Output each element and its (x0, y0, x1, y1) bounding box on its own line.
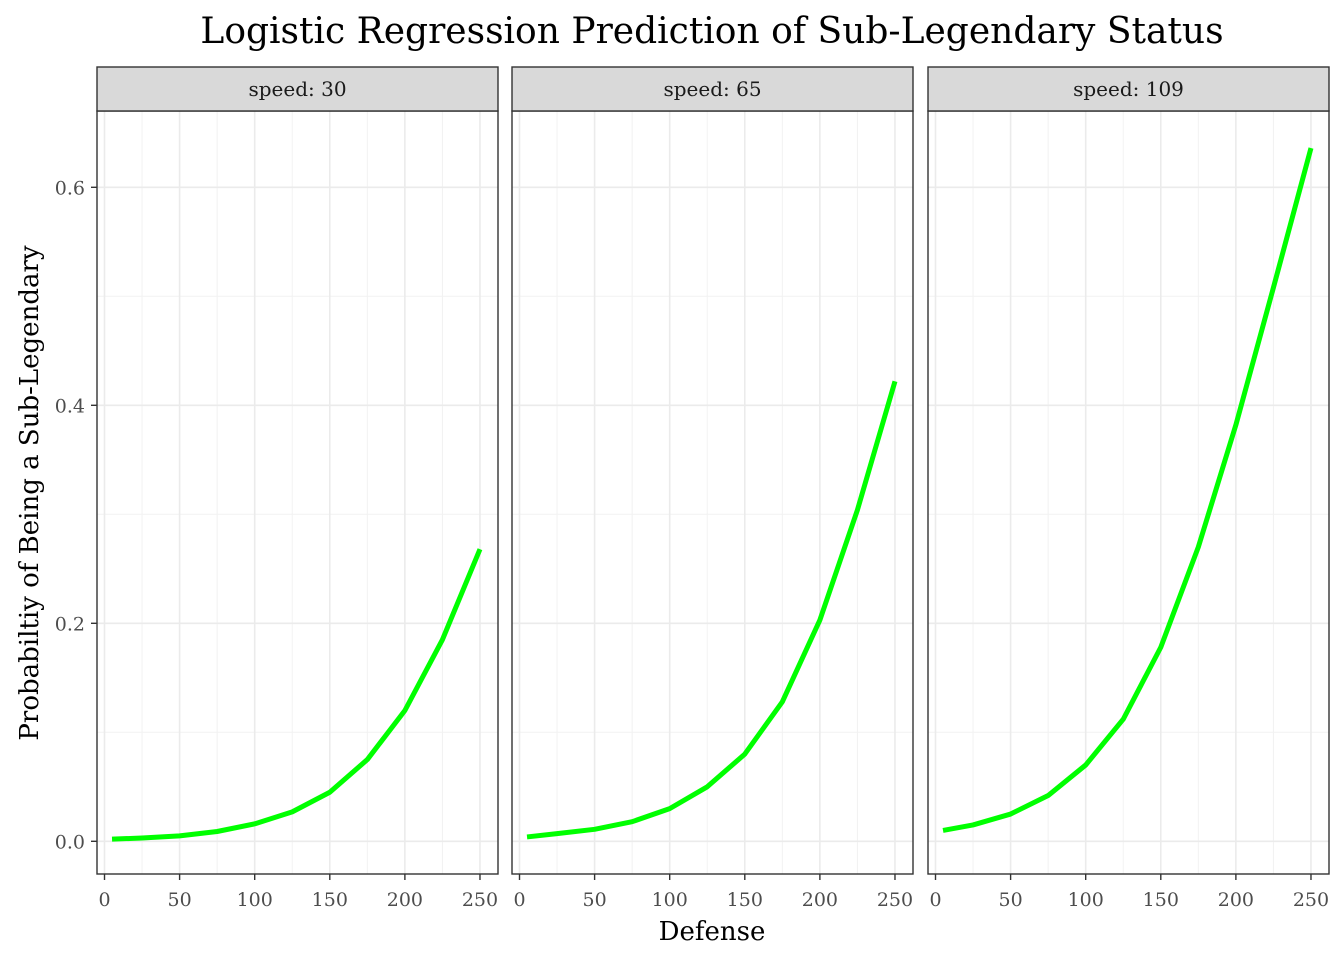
x-tick-label: 100 (1068, 889, 1104, 911)
x-tick-label: 100 (652, 889, 688, 911)
x-tick-label: 0 (98, 889, 110, 911)
x-axis-title: Defense (659, 917, 766, 947)
probability-line (526, 380, 898, 840)
x-tick-label: 200 (1218, 889, 1254, 911)
x-tick-label: 50 (168, 889, 192, 911)
facet-strip (511, 66, 914, 112)
y-axis-title: Probabiltiy of Being a Sub-Legendary (15, 245, 45, 740)
facet-strip-label: speed: 30 (248, 77, 346, 101)
facet-panel: speed: 30 0 50 100 150 200 250 (96, 66, 499, 911)
x-tick-label: 50 (583, 889, 607, 911)
facet-strip-label: speed: 65 (663, 77, 761, 101)
facet-panels: speed: 30 0 50 100 150 200 250 speed: 65 0 50 100 1… (55, 66, 1330, 911)
x-tick-label: 200 (802, 889, 838, 911)
x-tick-label: 200 (387, 889, 423, 911)
y-tick-label: 0.2 (55, 613, 85, 635)
facet-strip (96, 66, 499, 112)
facet-strip (927, 66, 1330, 112)
facet-strip-label: speed: 109 (1073, 77, 1184, 101)
panel-background (97, 111, 498, 874)
x-tick-label: 250 (462, 889, 498, 911)
x-tick-label: 0 (929, 889, 941, 911)
x-tick-label: 100 (237, 889, 273, 911)
x-tick-label: 250 (877, 889, 913, 911)
x-tick-label: 150 (312, 889, 348, 911)
panel-background (928, 111, 1329, 874)
x-tick-label: 150 (727, 889, 763, 911)
facet-panel: speed: 109 0 50 100 150 200 250 (927, 66, 1330, 911)
y-tick-label: 0.4 (55, 395, 85, 417)
y-tick-label: 0.0 (55, 831, 85, 853)
facet-panel: speed: 65 0 50 100 150 200 250 (511, 66, 914, 911)
chart-title: Logistic Regression Prediction of Sub-Le… (200, 11, 1223, 52)
x-tick-label: 0 (513, 889, 525, 911)
probability-line (942, 147, 1314, 833)
x-tick-label: 250 (1293, 889, 1329, 911)
panel-background (512, 111, 913, 874)
x-tick-label: 50 (999, 889, 1023, 911)
probability-line (111, 548, 483, 842)
x-tick-label: 150 (1143, 889, 1179, 911)
y-tick-label: 0.6 (55, 177, 85, 199)
